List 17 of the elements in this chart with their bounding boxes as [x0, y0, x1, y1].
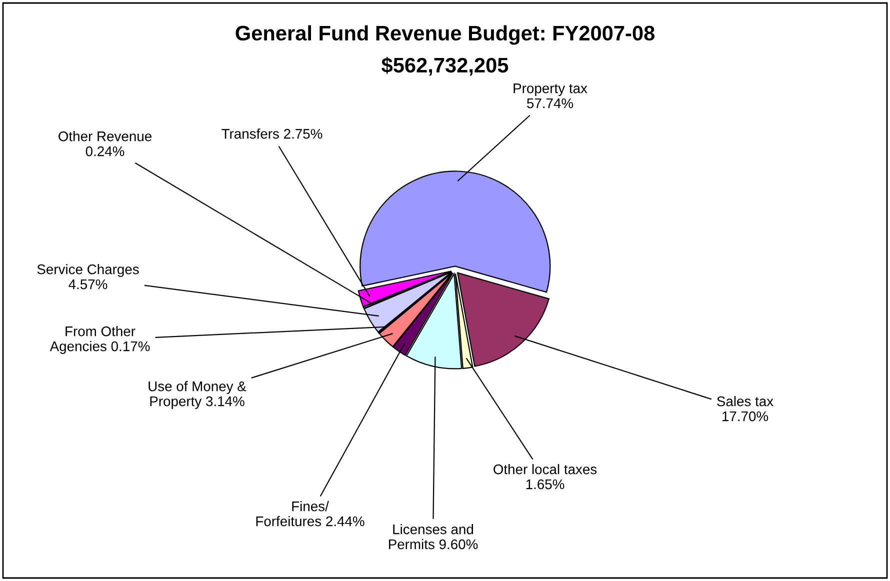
slice-label: Licenses and Permits 9.60% [388, 524, 478, 550]
chart-subtitle: $562,732,205 [382, 56, 508, 76]
data-label: 17.70% [722, 411, 768, 422]
data-label: 4.57% [68, 279, 108, 290]
data-label: 0.24% [86, 146, 124, 156]
slice-label: Service Charges [37, 264, 139, 277]
slice-label: Fines/ Forfeitures 2.44% [256, 501, 364, 526]
data-label: 57.74% [527, 98, 574, 108]
slice-label: Other local taxes [494, 464, 597, 474]
chart-title: General Fund Revenue Budget: FY2007-08 [236, 25, 654, 45]
slice-label: Property tax [514, 84, 588, 96]
slice-label: Sales tax [717, 396, 774, 406]
slice-label: Other Revenue [58, 131, 152, 142]
slice-label: Transfers 2.75% [222, 128, 322, 139]
slice-label: From Other Agencies 0.17% [50, 326, 150, 354]
data-label: 1.65% [526, 479, 564, 490]
slice-label: Use of Money & Property 3.14% [148, 381, 246, 409]
